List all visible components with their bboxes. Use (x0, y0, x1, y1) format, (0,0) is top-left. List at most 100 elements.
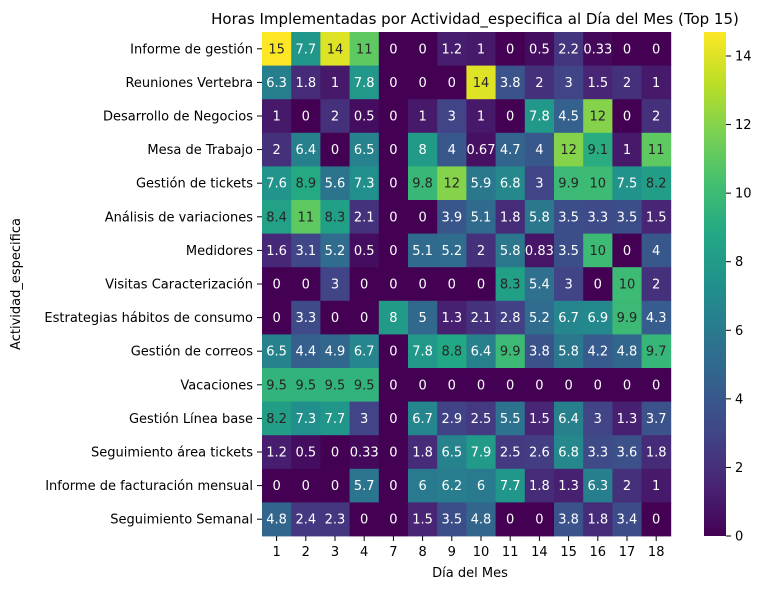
cell-annotation: 3.1 (295, 244, 316, 259)
cell-annotation: 0 (389, 479, 397, 494)
heatmap-cell (437, 300, 467, 335)
heatmap-cell (437, 32, 467, 66)
heatmap-cell (437, 65, 467, 100)
heatmap-cell (524, 502, 555, 537)
heatmap-cell (349, 435, 380, 470)
cell-annotation: 2.5 (500, 446, 521, 461)
cell-annotation: 2.5 (471, 412, 492, 427)
cell-annotation: 11 (648, 143, 665, 158)
heatmap-cell (408, 233, 438, 268)
cell-annotation: 10 (590, 244, 607, 259)
cell-annotation: 0 (506, 42, 514, 57)
heatmap-cell (524, 401, 555, 436)
heatmap-cell (408, 435, 438, 470)
heatmap-cell (495, 200, 526, 234)
cell-annotation: 0 (389, 513, 397, 528)
heatmap-cell (524, 132, 555, 167)
heatmap-cell (583, 334, 613, 369)
cell-annotation: 4.5 (558, 110, 579, 125)
heatmap-cell (612, 401, 642, 436)
cell-annotation: 1.6 (266, 244, 287, 259)
heatmap-cell (466, 468, 496, 503)
cell-annotation: 3.8 (500, 76, 521, 91)
heatmap-cell (641, 267, 672, 302)
y-tick-label: Desarrollo de Negocios (103, 110, 253, 125)
colorbar-tick-label: 2 (735, 461, 743, 476)
heatmap-cell (378, 65, 409, 100)
heatmap-cell (641, 200, 672, 234)
cell-annotation: 1 (652, 479, 660, 494)
heatmap-cell (495, 334, 526, 369)
heatmap-cell (612, 468, 642, 503)
heatmap-cell (495, 132, 526, 167)
heatmap-cell (612, 368, 642, 402)
cell-annotation: 14 (473, 76, 490, 91)
heatmap-cell (437, 334, 467, 369)
cell-annotation: 9.5 (325, 378, 346, 393)
cell-annotation: 0.83 (525, 244, 554, 259)
cell-annotation: 7.9 (471, 446, 492, 461)
heatmap-cell (378, 435, 409, 470)
cell-annotation: 7.8 (412, 345, 433, 360)
heatmap-cell (378, 99, 409, 134)
heatmap-cell (554, 99, 584, 134)
cell-annotation: 0.5 (354, 110, 375, 125)
heatmap-cell (262, 233, 292, 268)
cell-annotation: 0 (360, 513, 368, 528)
cell-annotation: 0 (389, 143, 397, 158)
heatmap-cell (291, 32, 321, 66)
heatmap-cell (349, 65, 380, 100)
heatmap-cell (524, 435, 555, 470)
cell-annotation: 3 (594, 412, 602, 427)
y-tick-label: Informe de gestión (130, 42, 253, 57)
y-tick-label: Gestión Línea base (129, 412, 253, 427)
heatmap-cell (291, 435, 321, 470)
colorbar-tick-label: 10 (735, 187, 752, 202)
cell-annotation: 2.1 (471, 311, 492, 326)
heatmap-cell (378, 300, 409, 335)
cell-annotation: 12 (560, 143, 577, 158)
cell-annotation: 1.8 (587, 513, 608, 528)
heatmap-cell (408, 401, 438, 436)
heatmap-cell (320, 132, 350, 167)
cell-annotation: 3.3 (587, 210, 608, 225)
cell-annotation: 0 (623, 378, 631, 393)
cell-annotation: 6.7 (412, 412, 433, 427)
cell-annotation: 3.9 (441, 210, 462, 225)
heatmap-cell (641, 435, 672, 470)
heatmap-cell (320, 401, 350, 436)
heatmap-cell (437, 502, 467, 537)
x-tick-label: 16 (590, 545, 607, 560)
cell-annotation: 5 (418, 311, 426, 326)
heatmap-cell (378, 401, 409, 436)
heatmap-cell (524, 300, 555, 335)
cell-annotation: 3.5 (558, 210, 579, 225)
cell-annotation: 2.1 (354, 210, 375, 225)
heatmap-cell (554, 267, 584, 302)
heatmap-cell (495, 65, 526, 100)
heatmap-cell (378, 502, 409, 537)
cell-annotation: 9.5 (266, 378, 287, 393)
cell-annotation: 0 (506, 378, 514, 393)
heatmap-cell (524, 334, 555, 369)
heatmap-cell (262, 401, 292, 436)
cell-annotation: 8.2 (266, 412, 287, 427)
heatmap-cell (262, 334, 292, 369)
cell-annotation: 1.5 (529, 412, 550, 427)
heatmap-cell (378, 32, 409, 66)
cell-annotation: 0 (623, 244, 631, 259)
heatmap-cell (495, 300, 526, 335)
heatmap-cell (437, 132, 467, 167)
heatmap-cell (349, 468, 380, 503)
x-tick-label: 14 (531, 545, 548, 560)
heatmap-cell (583, 132, 613, 167)
cell-annotation: 0.67 (467, 143, 496, 158)
x-tick-labels: 1 2 3 4 7 8 9 10 11 14 15 16 17 18 (272, 536, 664, 560)
chart-title: Horas Implementadas por Actividad_especi… (211, 10, 739, 29)
heatmap-cell (408, 468, 438, 503)
cell-annotation: 3 (331, 278, 339, 293)
colorbar-tick-label: 0 (735, 530, 743, 545)
heatmap-cell (320, 435, 350, 470)
heatmap-cell (466, 368, 496, 402)
heatmap-cell (583, 32, 613, 66)
